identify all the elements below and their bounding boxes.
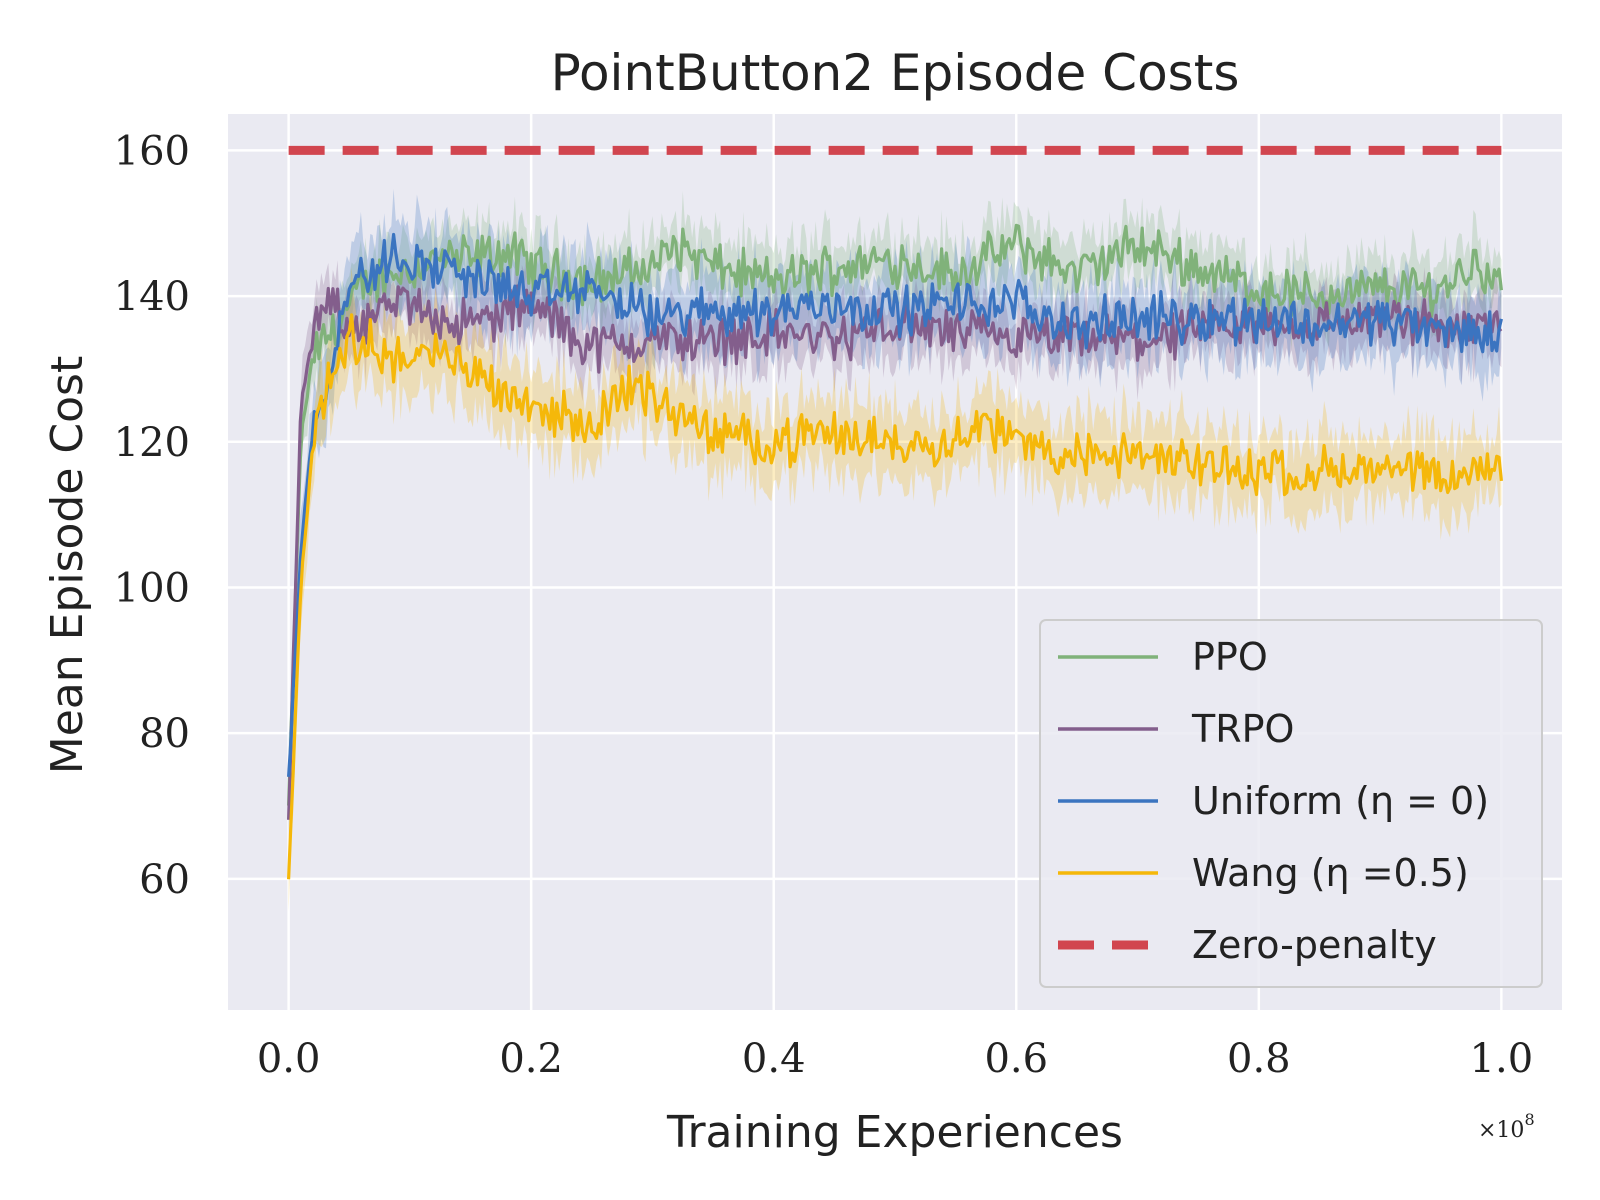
y-tick-label: 120 <box>114 420 190 466</box>
y-tick-label: 60 <box>139 857 190 903</box>
x-multiplier: ×108 <box>1478 1110 1535 1143</box>
legend: PPO TRPO Uniform (η = 0) Wang (η =0.5) Zero-… <box>1039 619 1543 988</box>
y-tick-label: 140 <box>114 274 190 320</box>
legend-label-wang-0-5: Wang (η =0.5) <box>1192 851 1469 895</box>
legend-label-zero-penalty: Zero-penalty <box>1192 923 1437 967</box>
x-tick-label: 1.0 <box>1470 1036 1534 1082</box>
series-line-wang-0-5 <box>287 313 1503 880</box>
legend-label-uniform-0: Uniform (η = 0) <box>1192 779 1489 823</box>
tick-labels: 0.0 0.2 0.4 0.6 0.8 1.0 60 80 100 120 140 160 <box>114 128 1534 1082</box>
band-uniform-0 <box>288 188 1502 815</box>
x-tick-label: 0.0 <box>257 1036 321 1082</box>
chart-title: PointButton2 Episode Costs <box>551 44 1240 102</box>
y-tick-label: 80 <box>139 711 190 757</box>
x-tick-label: 0.4 <box>742 1036 806 1082</box>
band-ppo <box>288 191 1502 838</box>
y-axis-label: Mean Episode Cost <box>42 356 93 774</box>
series-lines <box>287 145 1503 880</box>
legend-label-trpo: TRPO <box>1191 707 1294 751</box>
legend-box <box>1039 619 1543 988</box>
x-multiplier-base: ×10 <box>1478 1118 1524 1143</box>
x-tick-label: 0.6 <box>984 1036 1048 1082</box>
legend-label-ppo: PPO <box>1192 635 1268 679</box>
x-axis-label: Training Experiences <box>666 1107 1123 1158</box>
x-multiplier-exponent: 8 <box>1524 1110 1534 1129</box>
x-tick-label: 0.2 <box>499 1036 563 1082</box>
x-tick-label: 0.8 <box>1227 1036 1291 1082</box>
y-tick-label: 100 <box>114 565 190 611</box>
y-tick-label: 160 <box>114 128 190 174</box>
series-line-uniform-0 <box>287 232 1503 777</box>
